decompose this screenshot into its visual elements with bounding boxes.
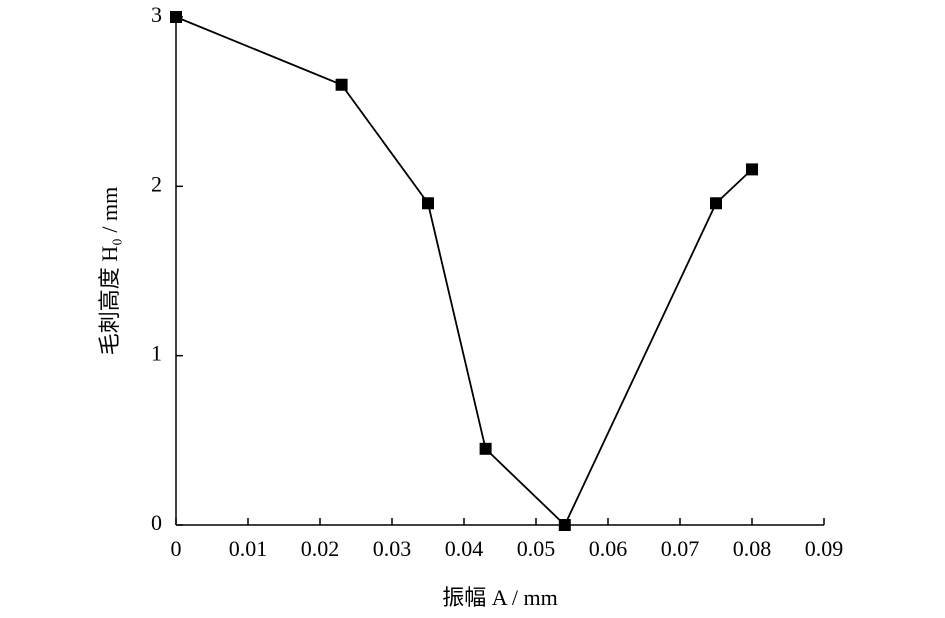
marker: [335, 78, 348, 91]
x-tick-label: 0.06: [589, 536, 628, 561]
y-tick-label: 1: [151, 341, 162, 366]
x-tick-label: 0: [171, 536, 182, 561]
series-line: [175, 16, 753, 527]
marker: [170, 11, 182, 23]
x-axis-label: 振幅 A / mm: [442, 585, 558, 610]
x-tick-label: 0.04: [445, 536, 484, 561]
x-tick-label: 0.02: [301, 536, 340, 561]
marker: [479, 442, 492, 455]
marker: [746, 163, 758, 176]
x-tick-label: 0.05: [517, 536, 556, 561]
x-tick-label: 0.09: [805, 536, 844, 561]
x-tick-label: 0.08: [733, 536, 772, 561]
y-tick-label: 0: [151, 510, 162, 535]
y-axis-label: 毛刺高度 H₀ / mm: [97, 187, 122, 355]
marker: [558, 519, 571, 531]
x-tick-label: 0.01: [229, 536, 268, 561]
x-tick-label: 0.03: [373, 536, 412, 561]
y-tick-label: 3: [151, 2, 162, 27]
x-tick-label: 0.07: [661, 536, 700, 561]
y-tick-label: 2: [151, 171, 162, 196]
marker: [710, 197, 722, 210]
marker: [422, 197, 434, 210]
